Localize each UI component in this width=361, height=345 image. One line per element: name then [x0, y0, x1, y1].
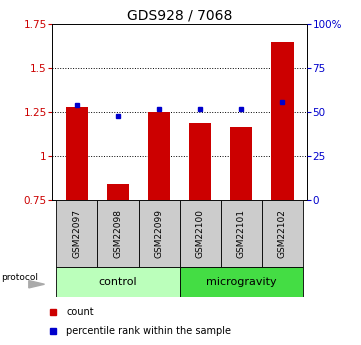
- Bar: [262, 200, 303, 267]
- Bar: [230, 127, 252, 200]
- Bar: [66, 107, 88, 200]
- Text: control: control: [99, 277, 137, 287]
- Text: GSM22099: GSM22099: [155, 209, 164, 258]
- Bar: [148, 112, 170, 200]
- Bar: [107, 184, 129, 200]
- Bar: [189, 123, 212, 200]
- Text: GSM22097: GSM22097: [73, 209, 82, 258]
- Bar: [271, 42, 293, 200]
- Bar: [56, 200, 97, 267]
- Text: percentile rank within the sample: percentile rank within the sample: [66, 326, 231, 336]
- Text: GSM22100: GSM22100: [196, 209, 205, 258]
- Text: GSM22102: GSM22102: [278, 209, 287, 258]
- Title: GDS928 / 7068: GDS928 / 7068: [127, 9, 232, 23]
- Text: microgravity: microgravity: [206, 277, 277, 287]
- Polygon shape: [29, 280, 44, 288]
- Bar: [180, 200, 221, 267]
- Text: count: count: [66, 307, 94, 317]
- Bar: [180, 267, 303, 297]
- Bar: [139, 200, 179, 267]
- Text: GSM22098: GSM22098: [113, 209, 122, 258]
- Bar: [97, 200, 139, 267]
- Text: protocol: protocol: [1, 273, 38, 282]
- Bar: [56, 267, 180, 297]
- Bar: [221, 200, 262, 267]
- Text: GSM22101: GSM22101: [237, 209, 246, 258]
